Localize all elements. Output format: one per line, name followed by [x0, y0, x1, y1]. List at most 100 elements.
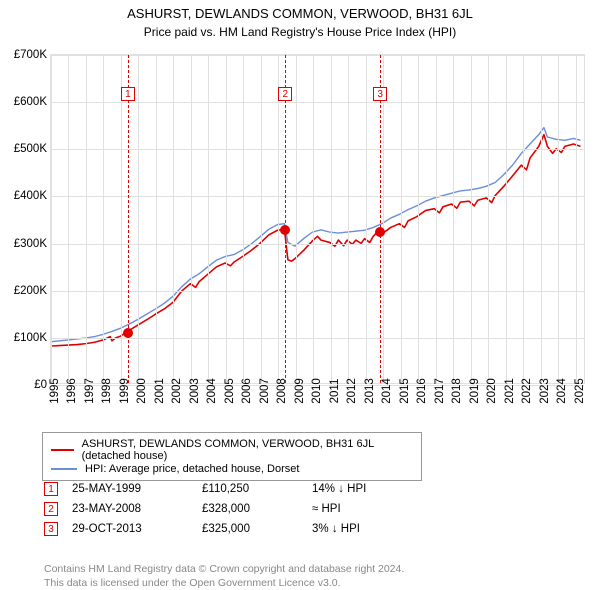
legend: ASHURST, DEWLANDS COMMON, VERWOOD, BH31 … — [42, 432, 422, 481]
gridline-v — [173, 55, 174, 383]
gridline-v — [348, 55, 349, 383]
xtick-label: 2022 — [515, 371, 533, 411]
xtick-label: 2012 — [340, 371, 358, 411]
gridline-v — [401, 55, 402, 383]
gridline-v — [436, 55, 437, 383]
gridline-v — [453, 55, 454, 383]
gridline-v — [51, 55, 52, 383]
xtick-label: 2019 — [463, 371, 481, 411]
xtick-label: 2009 — [288, 371, 306, 411]
sales-delta: 3% ↓ HPI — [312, 523, 360, 535]
xtick-label: 2011 — [323, 371, 341, 411]
gridline-h — [51, 102, 584, 103]
xtick-label: 2004 — [200, 371, 218, 411]
gridline-v — [243, 55, 244, 383]
footnote: Contains HM Land Registry data © Crown c… — [44, 562, 404, 590]
xtick-label: 2000 — [130, 371, 148, 411]
gridline-v — [191, 55, 192, 383]
gridline-v — [103, 55, 104, 383]
gridline-v — [313, 55, 314, 383]
sales-row: 2 23-MAY-2008£328,000≈ HPI — [44, 502, 366, 516]
gridline-v — [261, 55, 262, 383]
event-marker-dot — [123, 328, 133, 338]
legend-row: ASHURST, DEWLANDS COMMON, VERWOOD, BH31 … — [51, 438, 413, 462]
gridline-v — [86, 55, 87, 383]
sales-delta: ≈ HPI — [312, 503, 341, 515]
gridline-v — [506, 55, 507, 383]
xtick-label: 1996 — [60, 371, 78, 411]
event-marker-dash — [285, 55, 286, 383]
xtick-label: 2020 — [480, 371, 498, 411]
footnote-line2: This data is licensed under the Open Gov… — [44, 576, 404, 590]
sales-date: 25-MAY-1999 — [72, 483, 202, 495]
xtick-label: 2018 — [445, 371, 463, 411]
xtick-label: 2025 — [568, 371, 586, 411]
gridline-h — [51, 196, 584, 197]
xtick-label: 2023 — [533, 371, 551, 411]
chart-title: ASHURST, DEWLANDS COMMON, VERWOOD, BH31 … — [0, 6, 600, 21]
sales-price: £328,000 — [202, 503, 312, 515]
series-blue-line — [51, 128, 581, 342]
event-marker-dash — [380, 55, 381, 383]
gridline-v — [418, 55, 419, 383]
xtick-label: 2016 — [410, 371, 428, 411]
gridline-h — [51, 244, 584, 245]
root: ASHURST, DEWLANDS COMMON, VERWOOD, BH31 … — [0, 6, 600, 590]
gridline-v — [208, 55, 209, 383]
legend-swatch-blue — [51, 468, 77, 470]
xtick-label: 2003 — [183, 371, 201, 411]
ytick-label: £100K — [14, 332, 51, 344]
legend-label-red: ASHURST, DEWLANDS COMMON, VERWOOD, BH31 … — [82, 438, 413, 462]
xtick-label: 2014 — [375, 371, 393, 411]
xtick-label: 2007 — [253, 371, 271, 411]
gridline-v — [383, 55, 384, 383]
xtick-label: 2010 — [305, 371, 323, 411]
sales-date: 23-MAY-2008 — [72, 503, 202, 515]
xtick-label: 2001 — [148, 371, 166, 411]
gridline-h — [51, 149, 584, 150]
gridline-v — [138, 55, 139, 383]
sales-table: 125-MAY-1999£110,25014% ↓ HPI223-MAY-200… — [44, 476, 366, 542]
gridline-v — [576, 55, 577, 383]
gridline-v — [121, 55, 122, 383]
xtick-label: 2017 — [428, 371, 446, 411]
sales-marker-box: 1 — [44, 482, 58, 496]
event-marker-box: 1 — [121, 87, 135, 101]
ytick-label: £300K — [14, 238, 51, 250]
legend-label-blue: HPI: Average price, detached house, Dors… — [85, 463, 299, 475]
ytick-label: £500K — [14, 143, 51, 155]
gridline-v — [541, 55, 542, 383]
gridline-h — [51, 291, 584, 292]
gridline-v — [488, 55, 489, 383]
xtick-label: 2015 — [393, 371, 411, 411]
gridline-v — [471, 55, 472, 383]
chart-subtitle: Price paid vs. HM Land Registry's House … — [0, 25, 600, 39]
gridline-v — [296, 55, 297, 383]
footnote-line1: Contains HM Land Registry data © Crown c… — [44, 562, 404, 576]
gridline-v — [558, 55, 559, 383]
sales-row: 329-OCT-2013£325,0003% ↓ HPI — [44, 522, 366, 536]
ytick-label: £600K — [14, 96, 51, 108]
gridline-v — [156, 55, 157, 383]
xtick-label: 1997 — [78, 371, 96, 411]
ytick-label: £700K — [14, 49, 51, 61]
sales-date: 29-OCT-2013 — [72, 523, 202, 535]
sales-price: £325,000 — [202, 523, 312, 535]
xtick-label: 2005 — [218, 371, 236, 411]
sales-marker-box: 2 — [44, 502, 58, 516]
gridline-h — [51, 55, 584, 56]
xtick-label: 1998 — [95, 371, 113, 411]
gridline-v — [523, 55, 524, 383]
legend-row: HPI: Average price, detached house, Dors… — [51, 463, 413, 475]
legend-swatch-red — [51, 449, 74, 451]
event-marker-box: 2 — [278, 87, 292, 101]
gridline-v — [226, 55, 227, 383]
xtick-label: 2024 — [550, 371, 568, 411]
gridline-v — [278, 55, 279, 383]
plot-area: £0£100K£200K£300K£400K£500K£600K£700K199… — [50, 54, 585, 384]
sales-delta: 14% ↓ HPI — [312, 483, 366, 495]
gridline-v — [331, 55, 332, 383]
event-marker-box: 3 — [373, 87, 387, 101]
ytick-label: £400K — [14, 190, 51, 202]
xtick-label: 2013 — [358, 371, 376, 411]
